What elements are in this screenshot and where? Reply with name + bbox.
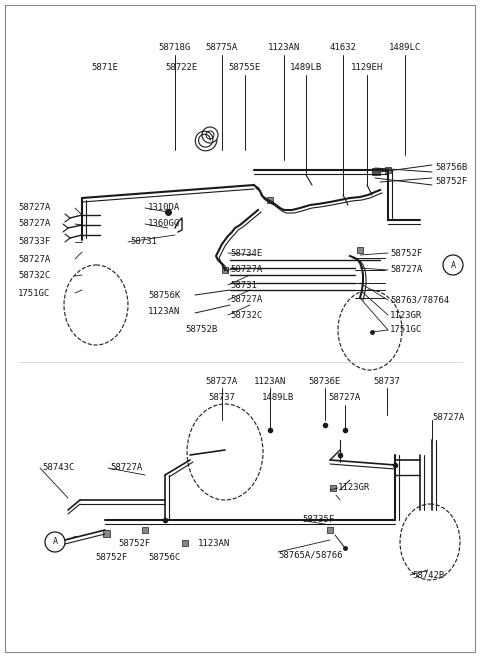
Text: 1751GC: 1751GC [390, 325, 422, 334]
Text: 58735F: 58735F [302, 516, 334, 524]
Bar [182, 540, 188, 546]
Text: 58731: 58731 [130, 237, 157, 246]
Bar [330, 485, 336, 491]
Text: 58727A: 58727A [18, 204, 50, 212]
Circle shape [443, 255, 463, 275]
Bar [385, 167, 391, 173]
Text: 58736E: 58736E [309, 378, 341, 386]
Bar [357, 247, 363, 253]
Bar [142, 527, 148, 533]
Text: 1123GR: 1123GR [390, 311, 422, 319]
Text: 58733F: 58733F [18, 237, 50, 246]
Text: 58734E: 58734E [230, 248, 262, 258]
Text: 58718G: 58718G [159, 43, 191, 53]
Text: A: A [52, 537, 58, 547]
Text: 58752F: 58752F [95, 553, 127, 562]
Text: A: A [451, 260, 456, 269]
Circle shape [45, 532, 65, 552]
Text: 41632: 41632 [330, 43, 357, 53]
Text: 58752B: 58752B [185, 325, 217, 334]
Text: 58727A: 58727A [390, 265, 422, 275]
Text: 58756B: 58756B [435, 164, 467, 173]
Text: 58727A: 58727A [206, 378, 238, 386]
Text: 58727A: 58727A [432, 413, 464, 422]
Text: 58722E: 58722E [166, 64, 198, 72]
Text: 58765A/58766: 58765A/58766 [278, 551, 343, 560]
Text: 58775A: 58775A [206, 43, 238, 53]
Text: 58732C: 58732C [230, 311, 262, 319]
Text: 58727A: 58727A [329, 394, 361, 403]
Text: 58727A: 58727A [230, 296, 262, 304]
Bar [103, 530, 110, 537]
Text: 1751GC: 1751GC [18, 288, 50, 298]
Text: 1123AN: 1123AN [268, 43, 300, 53]
Bar [267, 197, 273, 203]
Text: 1123AN: 1123AN [198, 539, 230, 547]
Text: 58752F: 58752F [118, 539, 150, 547]
Text: 58756K: 58756K [148, 290, 180, 300]
Text: 58727A: 58727A [18, 219, 50, 229]
Bar [222, 267, 228, 273]
Text: 58731: 58731 [230, 281, 257, 290]
Text: 1123GR: 1123GR [338, 484, 370, 493]
Text: 58737: 58737 [209, 394, 235, 403]
Text: 58752F: 58752F [390, 248, 422, 258]
Bar [327, 527, 333, 533]
Text: 1489LB: 1489LB [290, 64, 322, 72]
Text: 58727A: 58727A [110, 463, 142, 472]
Bar [372, 168, 380, 175]
Text: 1489LC: 1489LC [389, 43, 421, 53]
Text: 58727A: 58727A [230, 265, 262, 275]
Text: 58763/78764: 58763/78764 [390, 296, 449, 304]
Text: 1129EH: 1129EH [351, 64, 383, 72]
Text: 1310DA: 1310DA [148, 204, 180, 212]
Text: 5871E: 5871E [92, 64, 119, 72]
Text: 58737: 58737 [373, 378, 400, 386]
Text: 58743C: 58743C [42, 463, 74, 472]
Text: 1123AN: 1123AN [254, 378, 286, 386]
Text: 1123AN: 1123AN [148, 307, 180, 317]
Text: 58727A: 58727A [18, 254, 50, 263]
Text: 1489LB: 1489LB [262, 394, 294, 403]
Text: 58752F: 58752F [435, 177, 467, 187]
Text: 58742B: 58742B [412, 570, 444, 579]
Text: 58732C: 58732C [18, 271, 50, 281]
Text: 58755E: 58755E [229, 64, 261, 72]
Text: 1360GG: 1360GG [148, 219, 180, 229]
Text: 58756C: 58756C [148, 553, 180, 562]
